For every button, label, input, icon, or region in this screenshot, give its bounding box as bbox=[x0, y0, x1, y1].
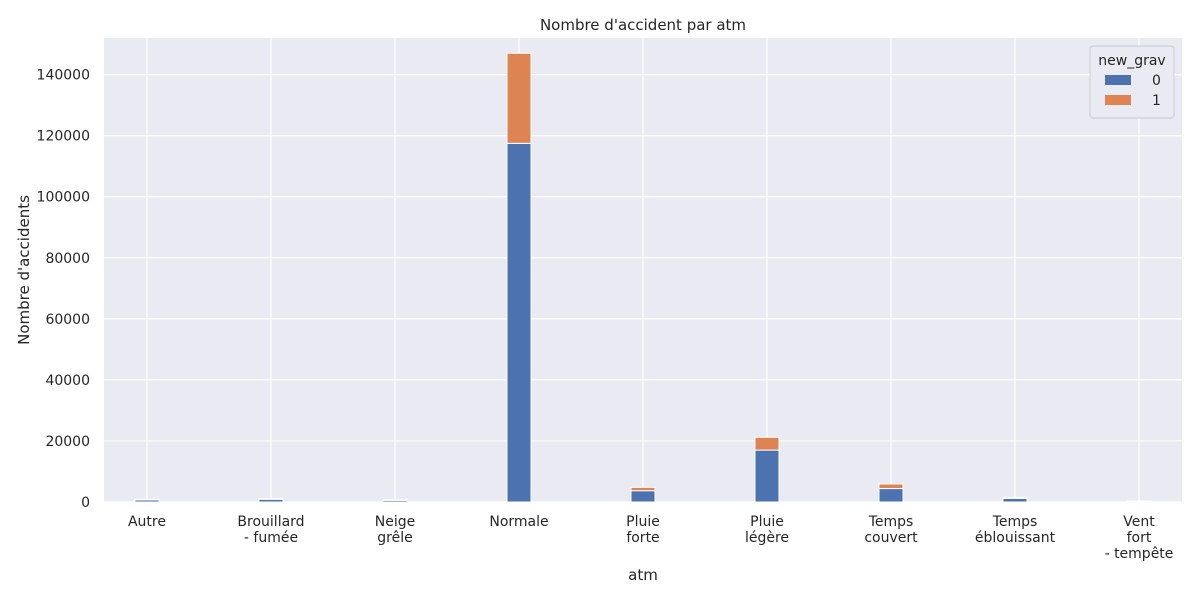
y-tick-labels: 0 20000 40000 60000 80000 100000 120000 140000 bbox=[37, 68, 90, 511]
legend-swatch-0 bbox=[1105, 75, 1131, 85]
x-tick-label: Temps éblouissant bbox=[975, 514, 1056, 546]
bar-series-0 bbox=[630, 490, 656, 503]
legend-label-1: 1 bbox=[1152, 93, 1161, 109]
x-tick-label: Brouillard - fumée bbox=[237, 514, 304, 546]
x-tick-label: Vent fort - tempête bbox=[1105, 514, 1174, 562]
bars-group bbox=[134, 52, 1152, 503]
bar-series-1 bbox=[1002, 496, 1028, 499]
x-tick-label: Pluie forte bbox=[626, 514, 660, 546]
bar-series-0 bbox=[506, 142, 532, 503]
x-tick-labels: Autre Brouillard - fumée Neige grêle Normale P… bbox=[128, 514, 1173, 562]
x-tick-label: Temps couvert bbox=[864, 514, 918, 546]
x-axis-title: atm bbox=[628, 566, 658, 584]
y-tick-label: 80000 bbox=[45, 251, 90, 267]
bar-series-0 bbox=[754, 449, 780, 503]
bar-series-1 bbox=[754, 436, 780, 451]
y-tick-label: 60000 bbox=[45, 312, 90, 328]
y-axis-title: Nombre d'accidents bbox=[15, 195, 33, 345]
bar-series-1 bbox=[506, 52, 532, 144]
legend-swatch-1 bbox=[1105, 95, 1131, 105]
legend-label-0: 0 bbox=[1152, 73, 1161, 89]
legend-title: new_grav bbox=[1098, 53, 1165, 69]
bar-series-0 bbox=[1002, 497, 1028, 503]
legend: new_grav 0 1 bbox=[1089, 45, 1175, 119]
bar-series-1 bbox=[878, 483, 904, 490]
x-tick-label: Neige grêle bbox=[375, 514, 415, 546]
chart-title: Nombre d'accident par atm bbox=[540, 16, 746, 34]
x-tick-label: Autre bbox=[128, 514, 166, 530]
y-tick-label: 120000 bbox=[37, 129, 90, 145]
bar-series-1 bbox=[630, 486, 656, 492]
bar-series-0 bbox=[878, 488, 904, 503]
y-tick-label: 20000 bbox=[45, 434, 90, 450]
x-tick-label: Normale bbox=[489, 514, 548, 530]
grid-lines bbox=[104, 38, 1182, 503]
bar-series-1 bbox=[382, 499, 408, 501]
y-tick-label: 140000 bbox=[37, 68, 90, 84]
bar-series-1 bbox=[258, 497, 284, 500]
y-tick-label: 40000 bbox=[45, 373, 90, 389]
y-tick-label: 100000 bbox=[37, 190, 90, 206]
y-tick-label: 0 bbox=[81, 495, 90, 511]
x-tick-label: Pluie légère bbox=[745, 514, 789, 546]
